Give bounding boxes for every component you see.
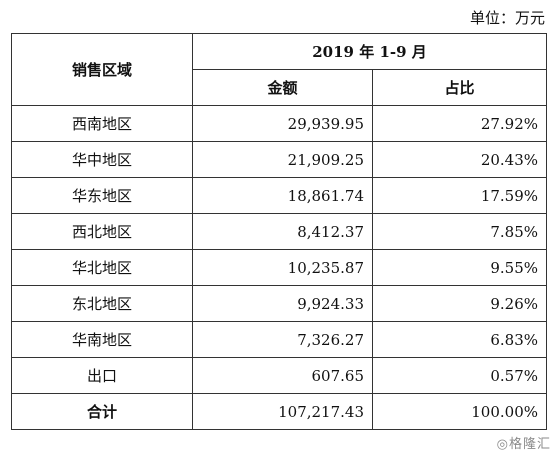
share-cell: 0.57% [371,357,548,394]
amount-cell: 10,235.87 [192,249,373,286]
table-row: 华东地区 18,861.74 17.59% [11,177,548,214]
header-share: 占比 [371,69,548,106]
share-cell: 9.55% [371,249,548,286]
total-amount: 107,217.43 [192,393,373,430]
share-cell: 9.26% [371,285,548,322]
total-label: 合计 [11,393,193,430]
sales-region-table: 销售区域 2019 年 1-9 月 金额 占比 西南地区 29,939.95 2… [11,33,548,430]
region-cell: 华南地区 [11,321,193,358]
amount-cell: 9,924.33 [192,285,373,322]
header-region: 销售区域 [11,33,193,106]
region-cell: 华东地区 [11,177,193,214]
region-cell: 西北地区 [11,213,193,250]
table-row: 西南地区 29,939.95 27.92% [11,105,548,142]
header-period: 2019 年 1-9 月 [191,33,548,70]
watermark-logo: ◎格隆汇 [496,437,551,452]
header-row-1: 销售区域 2019 年 1-9 月 [11,33,548,106]
amount-cell: 21,909.25 [192,141,373,178]
table-row: 华中地区 21,909.25 20.43% [11,141,548,178]
amount-cell: 29,939.95 [192,105,373,142]
share-cell: 6.83% [371,321,548,358]
header-row-2: 金额 占比 [12,69,548,106]
amount-cell: 607.65 [192,357,373,394]
region-cell: 西南地区 [11,105,193,142]
table-row: 华北地区 10,235.87 9.55% [11,249,548,286]
unit-label: 单位：万元 [469,9,545,27]
total-share: 100.00% [371,393,548,430]
header-amount: 金额 [192,69,373,106]
share-cell: 27.92% [371,105,548,142]
amount-cell: 18,861.74 [192,177,373,214]
share-cell: 17.59% [371,177,548,214]
table-row: 出口 607.65 0.57% [11,357,548,394]
share-cell: 7.85% [371,213,548,250]
table-row: 西北地区 8,412.37 7.85% [11,213,548,250]
table-row: 华南地区 7,326.27 6.83% [11,321,548,358]
amount-cell: 7,326.27 [192,321,373,358]
region-cell: 东北地区 [11,285,193,322]
table-row: 东北地区 9,924.33 9.26% [11,285,548,322]
region-cell: 华中地区 [11,141,193,178]
region-cell: 华北地区 [11,249,193,286]
amount-cell: 8,412.37 [192,213,373,250]
share-cell: 20.43% [371,141,548,178]
total-row: 合计 107,217.43 100.00% [11,393,548,430]
region-cell: 出口 [11,357,193,394]
